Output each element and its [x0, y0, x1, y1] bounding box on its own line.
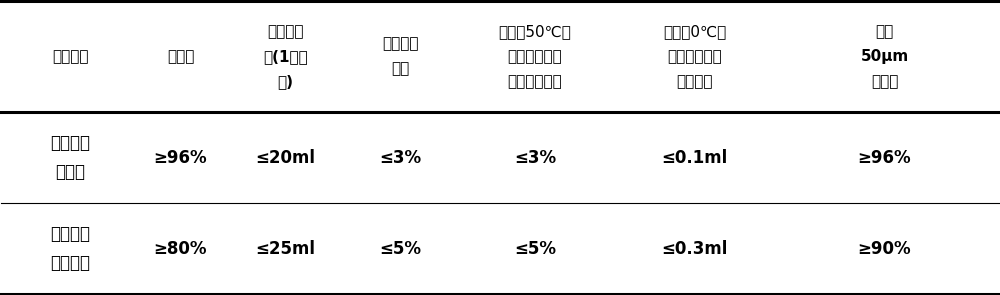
Text: 本发明所: 本发明所	[51, 134, 91, 152]
Text: ≥80%: ≥80%	[154, 240, 207, 258]
Text: 性(1分钟: 性(1分钟	[263, 49, 308, 64]
Text: ≤3%: ≤3%	[379, 149, 421, 167]
Text: ≥96%: ≥96%	[858, 149, 911, 167]
Text: ≤0.3ml: ≤0.3ml	[662, 240, 728, 258]
Text: ≤5%: ≤5%	[514, 240, 556, 258]
Text: 物体积）: 物体积）	[676, 74, 713, 89]
Text: 规格要求: 规格要求	[51, 255, 91, 273]
Text: ≥90%: ≥90%	[858, 240, 911, 258]
Text: 倾倒后残: 倾倒后残	[382, 37, 418, 52]
Text: ≤0.1ml: ≤0.1ml	[662, 149, 728, 167]
Text: ≤25ml: ≤25ml	[255, 240, 315, 258]
Text: 悬浮率: 悬浮率	[167, 49, 194, 64]
Text: 后): 后)	[277, 74, 293, 89]
Text: 通过: 通过	[875, 24, 894, 39]
Text: ≥96%: ≥96%	[154, 149, 207, 167]
Text: 试验筛: 试验筛	[871, 74, 898, 89]
Text: 成分分解率）: 成分分解率）	[508, 74, 562, 89]
Text: 热贮（50℃）: 热贮（50℃）	[499, 24, 571, 39]
Text: 稳定性（有效: 稳定性（有效	[508, 49, 562, 64]
Text: 农药产品: 农药产品	[51, 225, 91, 243]
Text: ≤5%: ≤5%	[379, 240, 421, 258]
Text: 50μm: 50μm	[860, 49, 909, 64]
Text: 低温（0℃）: 低温（0℃）	[663, 24, 726, 39]
Text: 有实例: 有实例	[56, 163, 86, 181]
Text: 持久起泡: 持久起泡	[267, 24, 304, 39]
Text: ≤20ml: ≤20ml	[255, 149, 315, 167]
Text: ≤3%: ≤3%	[514, 149, 556, 167]
Text: 稳定性（离析: 稳定性（离析	[667, 49, 722, 64]
Text: 余物: 余物	[391, 61, 409, 76]
Text: 技术指标: 技术指标	[52, 49, 89, 64]
